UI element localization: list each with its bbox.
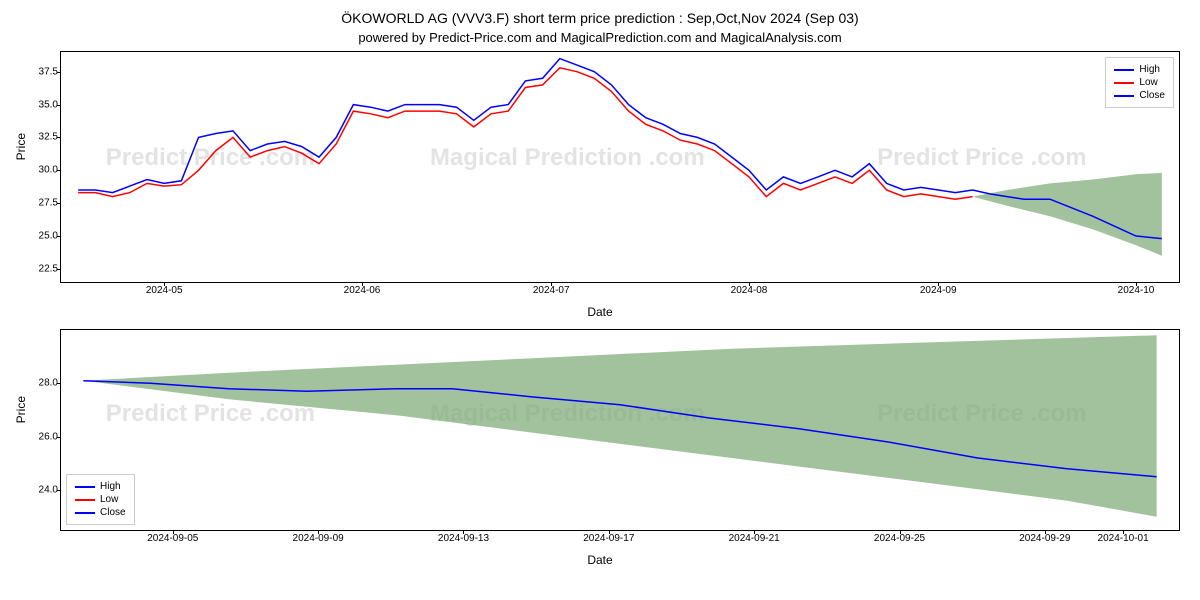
legend-item: High (75, 481, 126, 492)
series-low-line (78, 68, 972, 199)
x-tick-label: 2024-09-05 (147, 533, 198, 544)
legend-item: Close (75, 507, 126, 518)
x-tick-label: 2024-08 (731, 285, 768, 296)
legend-item: High (1114, 64, 1165, 75)
legend-label: Low (100, 494, 118, 505)
legend-label: High (1139, 64, 1160, 75)
y-tick-label: 37.5 (23, 66, 58, 77)
x-tick-label: 2024-09-29 (1019, 533, 1070, 544)
bottom-x-label: Date (10, 553, 1190, 567)
x-tick-label: 2024-09-09 (293, 533, 344, 544)
x-tick-label: 2024-09 (920, 285, 957, 296)
y-tick-label: 27.5 (23, 198, 58, 209)
legend-swatch (1114, 82, 1134, 84)
legend-swatch (75, 512, 95, 514)
legend-swatch (75, 486, 95, 488)
x-tick-label: 2024-09-13 (438, 533, 489, 544)
y-tick-label: 26.0 (23, 431, 58, 442)
bottom-legend: High Low Close (66, 474, 135, 525)
legend-item: Close (1114, 90, 1165, 101)
legend-swatch (75, 499, 95, 501)
x-tick-label: 2024-10 (1118, 285, 1155, 296)
series-high-line (78, 59, 1162, 239)
legend-label: Close (100, 507, 126, 518)
legend-label: Low (1139, 77, 1157, 88)
legend-item: Low (75, 494, 126, 505)
y-tick-label: 24.0 (23, 485, 58, 496)
x-tick-label: 2024-10-01 (1098, 533, 1149, 544)
forecast-area (83, 335, 1156, 516)
y-tick-label: 25.0 (23, 231, 58, 242)
top-x-label: Date (10, 305, 1190, 319)
x-tick-label: 2024-07 (533, 285, 570, 296)
x-tick-label: 2024-09-17 (583, 533, 634, 544)
x-tick-label: 2024-09-21 (729, 533, 780, 544)
x-tick-label: 2024-09-25 (874, 533, 925, 544)
y-tick-label: 32.5 (23, 132, 58, 143)
y-tick-label: 35.0 (23, 99, 58, 110)
legend-swatch (1114, 69, 1134, 71)
bottom-chart: Price 24.026.028.0 2024-09-052024-09-092… (60, 329, 1180, 531)
y-tick-label: 30.0 (23, 165, 58, 176)
chart-subtitle: powered by Predict-Price.com and Magical… (10, 30, 1190, 45)
top-legend: High Low Close (1105, 57, 1174, 108)
legend-item: Low (1114, 77, 1165, 88)
x-tick-label: 2024-06 (344, 285, 381, 296)
y-tick-label: 22.5 (23, 263, 58, 274)
x-tick-label: 2024-05 (146, 285, 183, 296)
top-chart: Price 22.525.027.530.032.535.037.5 2024-… (60, 51, 1180, 283)
legend-label: Close (1139, 90, 1165, 101)
chart-title: ÖKOWORLD AG (VVV3.F) short term price pr… (10, 10, 1190, 26)
y-tick-label: 28.0 (23, 378, 58, 389)
forecast-area (973, 173, 1162, 256)
legend-swatch (1114, 95, 1134, 97)
legend-label: High (100, 481, 121, 492)
